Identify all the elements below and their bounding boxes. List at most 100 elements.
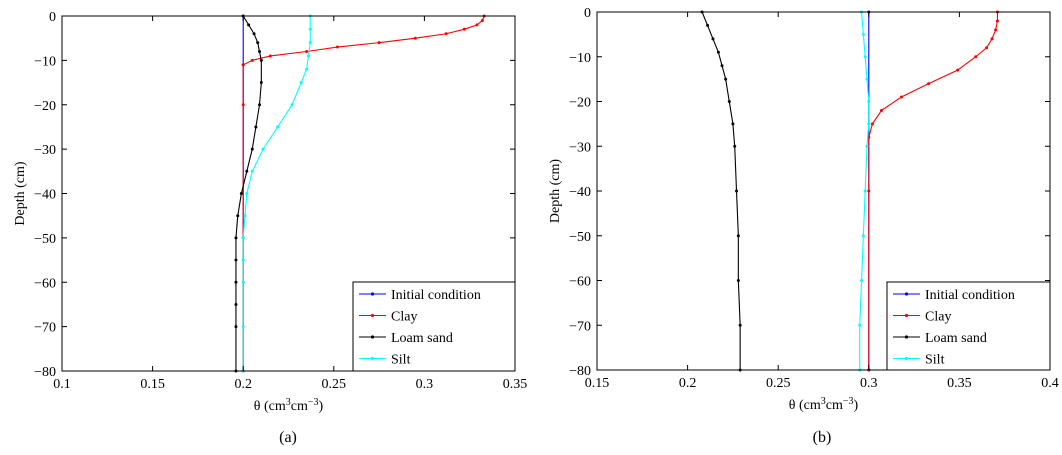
x-tick-label: 0.2 — [234, 377, 252, 392]
data-point — [252, 32, 256, 36]
data-point — [259, 81, 263, 85]
data-point — [475, 23, 479, 27]
legend-entry-label: Silt — [925, 353, 945, 368]
y-tick-label: 0 — [49, 10, 56, 25]
data-point — [259, 58, 263, 62]
data-point — [258, 50, 262, 53]
y-tick-label: −80 — [569, 364, 591, 379]
data-point — [377, 41, 381, 45]
data-point — [731, 122, 735, 126]
data-point — [706, 23, 710, 27]
y-tick-label: −40 — [569, 185, 591, 200]
data-point — [243, 214, 247, 218]
data-point — [865, 77, 869, 81]
data-point — [268, 54, 272, 58]
y-tick-label: −30 — [569, 140, 591, 155]
data-point — [867, 122, 871, 126]
data-point — [256, 41, 260, 45]
data-point — [250, 169, 254, 173]
data-point — [234, 236, 238, 240]
data-point — [990, 37, 994, 41]
y-axis-label: Depth (cm) — [548, 159, 563, 223]
x-tick-label: 0.25 — [322, 377, 347, 392]
y-tick-label: −10 — [569, 51, 591, 66]
legend-swatch-marker — [904, 292, 909, 296]
series-line-2 — [701, 11, 741, 370]
x-axis-label-part: −3 — [308, 397, 319, 408]
data-point — [861, 32, 865, 36]
data-point — [899, 95, 903, 99]
x-tick-label: 0.15 — [585, 376, 610, 391]
data-point — [480, 18, 484, 22]
legend-box — [352, 281, 516, 372]
y-tick-label: −60 — [34, 276, 56, 291]
data-point — [299, 81, 303, 85]
data-point — [234, 280, 238, 284]
data-point — [236, 214, 240, 218]
data-point — [974, 55, 978, 59]
x-tick-label: 0.2 — [679, 376, 697, 391]
data-point — [234, 325, 238, 329]
data-point — [239, 192, 243, 195]
panel-b: 0.15 0.2 0.25 0.3 0.35 0.4 0 −10 −20 −30 −40 −50 −60… — [548, 6, 1059, 446]
data-point — [241, 103, 245, 107]
data-point — [720, 64, 724, 68]
x-axis-label-part: θ (cm — [789, 398, 821, 413]
x-axis-label-part: ) — [319, 399, 324, 414]
panel-a: 0.1 0.15 0.2 0.25 0.3 0.35 0 −10 −20 −30 −40 −50 −60… — [13, 10, 527, 446]
data-point — [735, 189, 739, 193]
data-point — [716, 50, 720, 54]
x-axis-label-part: −3 — [843, 396, 854, 407]
data-point — [308, 27, 312, 31]
x-tick-label: 0.1 — [53, 377, 71, 392]
data-point — [254, 125, 258, 129]
data-point — [727, 100, 731, 103]
legend-entry-label: Silt — [391, 353, 411, 368]
data-point — [985, 46, 989, 50]
data-point — [867, 100, 871, 103]
y-tick-label: −30 — [34, 143, 56, 158]
data-point — [444, 32, 448, 36]
legend-swatch-marker — [904, 313, 909, 318]
data-point — [241, 325, 245, 329]
x-axis-label-part: cm — [826, 398, 843, 413]
y-tick-label: −80 — [34, 365, 56, 380]
data-point — [305, 67, 309, 71]
x-axis-label-part: cm — [291, 399, 308, 414]
series-line-3 — [859, 11, 870, 370]
data-point — [865, 144, 869, 148]
y-tick-label: −70 — [569, 319, 591, 334]
legend-swatch-marker — [904, 335, 909, 339]
y-tick-label: −10 — [34, 54, 56, 69]
legend-entry-label: Clay — [391, 310, 417, 325]
data-point — [927, 82, 931, 86]
data-point — [738, 323, 742, 327]
data-point — [861, 234, 865, 238]
x-tick-label: 0.3 — [416, 377, 434, 392]
data-point — [241, 63, 245, 67]
series-line-1 — [868, 12, 999, 370]
x-tick-label: 0.35 — [947, 376, 972, 391]
data-point — [241, 236, 245, 240]
x-tick-label: 0.4 — [1041, 376, 1059, 391]
x-tick-label: 0.15 — [140, 377, 165, 392]
data-point — [258, 103, 262, 107]
data-point — [234, 302, 238, 306]
y-tick-label: −60 — [569, 275, 591, 290]
data-point — [870, 122, 874, 126]
x-axis-label-part: θ (cm — [254, 399, 286, 414]
legend-box — [886, 281, 1051, 371]
y-tick-label: −20 — [34, 99, 56, 114]
data-point — [245, 169, 249, 173]
x-tick-label: 0.35 — [503, 377, 528, 392]
data-point — [234, 258, 238, 262]
data-point — [462, 27, 466, 31]
data-point — [306, 54, 310, 58]
data-point — [250, 58, 254, 62]
x-tick-label: 0.25 — [766, 376, 791, 391]
series-line-3 — [242, 16, 311, 371]
y-axis-label: Depth (cm) — [13, 161, 28, 225]
y-tick-label: −50 — [34, 232, 56, 247]
data-point — [995, 19, 999, 23]
